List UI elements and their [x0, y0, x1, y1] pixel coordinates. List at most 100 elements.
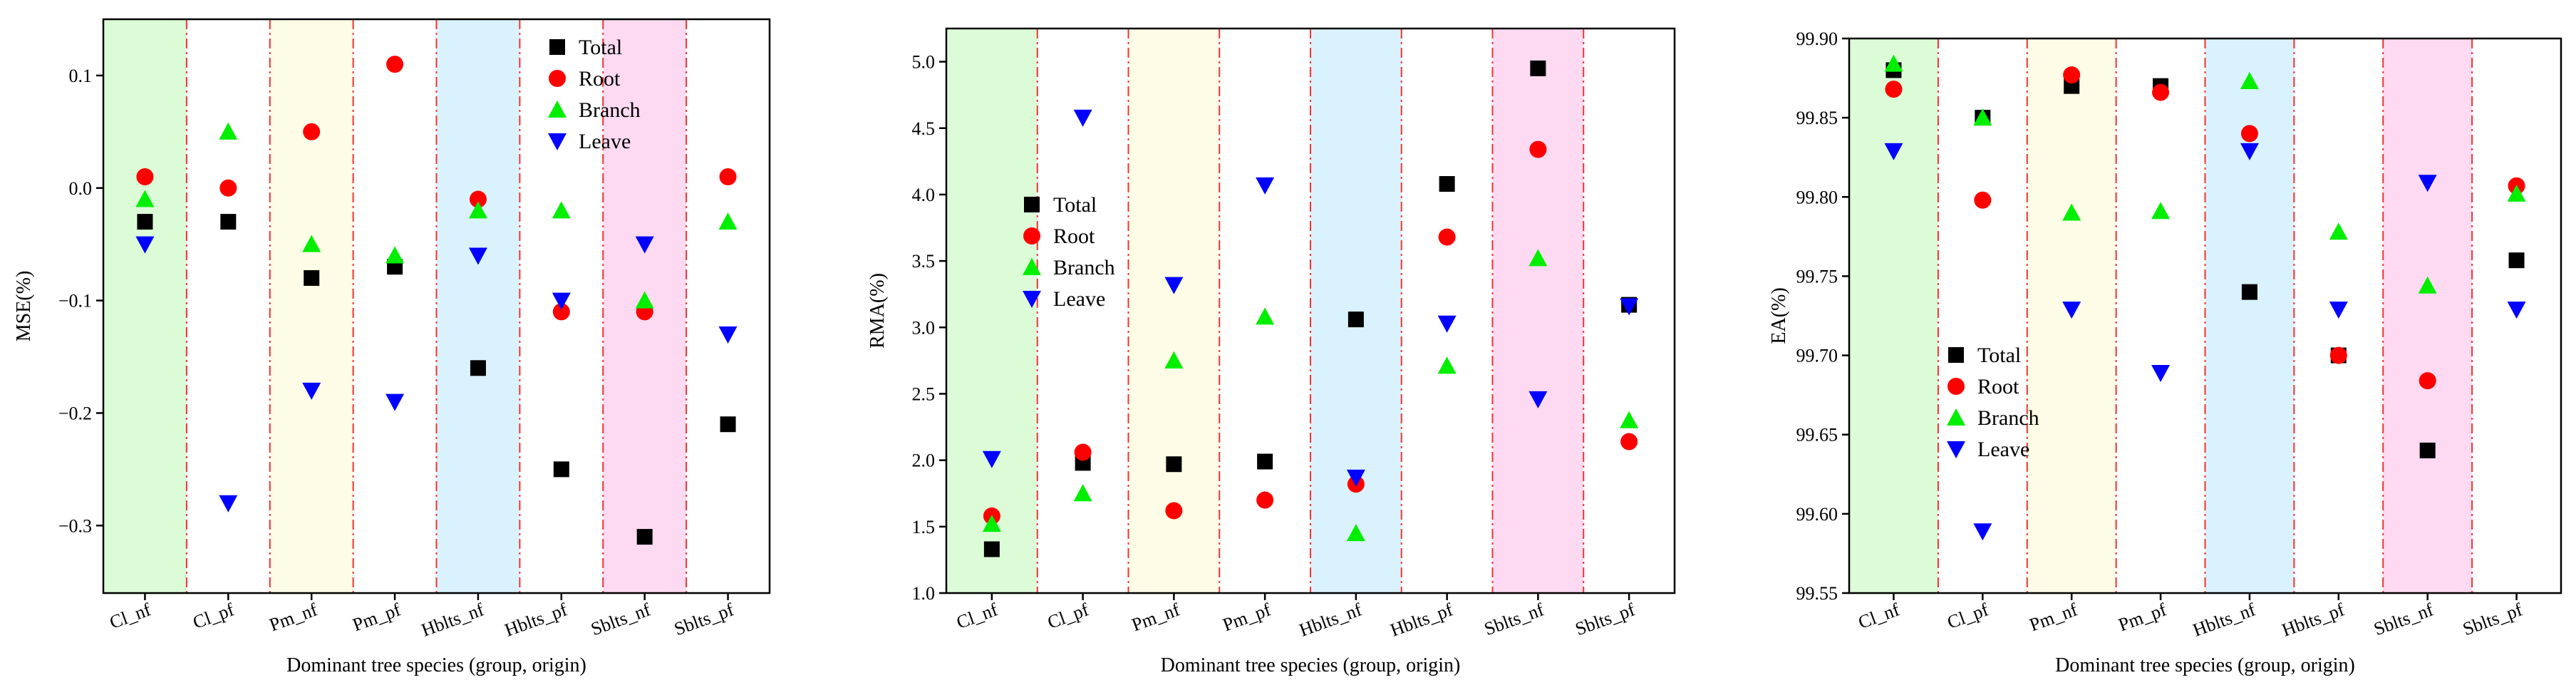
mse-point-root-hblts_pf — [552, 303, 570, 321]
mse-x-tick-label: Pm_nf — [267, 599, 320, 635]
rma-panel: 1.0 1.5 2.0 2.5 3.0 3.5 4.0 4.5 5.0 Cl_nf Cl_pf Pm_… — [867, 27, 1676, 676]
rma-x-tick-label: Cl_nf — [953, 599, 1000, 633]
mse-point-root-cl_pf — [219, 179, 237, 197]
mse-point-branch-pm_pf — [386, 246, 405, 264]
mse-point-branch-hblts_nf — [468, 201, 487, 219]
mse-legend-marker-total — [549, 39, 565, 55]
ea-legend-label-leave: Leave — [1977, 438, 2029, 461]
mse-legend-label-leave: Leave — [579, 130, 631, 153]
mse-point-root-pm_nf — [303, 123, 321, 140]
mse-x-tick-label: Cl_nf — [107, 599, 154, 633]
mse-point-root-pm_pf — [386, 56, 404, 73]
rma-point-total-pm_pf — [1257, 453, 1273, 470]
ea-y-axis-title: EA(%) — [1768, 287, 1790, 344]
rma-category-bands — [946, 29, 1584, 593]
rma-point-root-hblts_pf — [1438, 228, 1456, 246]
mse-point-total-hblts_nf — [470, 360, 486, 376]
ea-legend-label-root: Root — [1977, 375, 2019, 398]
ea-x-tick-label: Cl_pf — [1945, 599, 1992, 633]
mse-point-leave-sblts_nf — [635, 236, 654, 254]
rma-point-branch-pm_nf — [1164, 351, 1184, 369]
ea-point-branch-sblts_pf — [2507, 184, 2526, 202]
ea-y-tick-label: 99.70 — [1796, 346, 1838, 366]
ea-data-points — [1884, 54, 2526, 541]
ea-category-bands — [1849, 38, 2473, 593]
ea-legend-marker-branch — [1947, 408, 1965, 426]
rma-point-root-cl_pf — [1074, 443, 1092, 461]
ea-legend-marker-root — [1947, 378, 1965, 395]
mse-point-leave-hblts_pf — [552, 292, 571, 310]
ea-point-branch-hblts_nf — [2240, 72, 2259, 90]
rma-y-tick-label: 5.0 — [912, 52, 936, 73]
rma-point-branch-hblts_pf — [1437, 356, 1457, 374]
ea-point-branch-cl_nf — [1884, 54, 1903, 72]
mse-x-tick-label: Hblts_pf — [502, 599, 570, 640]
rma-band-hblts_nf — [1310, 29, 1402, 593]
rma-point-total-cl_nf — [983, 541, 1000, 557]
rma-y-tick-label: 3.0 — [912, 317, 936, 338]
rma-plot-frame — [945, 27, 1676, 594]
ea-x-axis-title: Dominant tree species (group, origin) — [2055, 654, 2355, 676]
rma-point-leave-sblts_nf — [1528, 391, 1548, 408]
rma-y-tick-label: 1.5 — [912, 517, 936, 537]
ea-y-tick-label: 99.55 — [1796, 583, 1838, 604]
rma-point-total-hblts_pf — [1439, 176, 1455, 192]
mse-x-tick-label: Cl_pf — [190, 599, 237, 633]
ea-y-tick-label: 99.65 — [1796, 425, 1838, 446]
ea-point-root-cl_nf — [1885, 81, 1903, 98]
ea-point-leave-pm_nf — [2062, 302, 2081, 319]
ea-point-total-sblts_nf — [2419, 442, 2436, 458]
rma-point-leave-hblts_pf — [1437, 315, 1457, 333]
mse-point-branch-pm_nf — [302, 235, 321, 252]
mse-legend-marker-leave — [548, 133, 567, 150]
ea-point-leave-hblts_pf — [2329, 302, 2348, 319]
mse-band-cl_nf — [103, 19, 187, 593]
mse-legend-label-total: Total — [579, 36, 622, 59]
rma-point-branch-pm_pf — [1256, 307, 1275, 325]
ea-point-leave-cl_pf — [1973, 523, 1992, 541]
ea-x-tick-label: Pm_nf — [2027, 599, 2080, 635]
ea-x-tick-label: Pm_pf — [2116, 599, 2169, 635]
mse-category-bands — [103, 19, 687, 593]
rma-band-cl_nf — [946, 29, 1038, 593]
rma-x-tick-label: Hblts_nf — [1296, 599, 1365, 640]
mse-point-leave-cl_pf — [219, 495, 238, 513]
mse-x-tick-label: Pm_pf — [350, 599, 403, 635]
mse-band-hblts_nf — [436, 19, 520, 593]
mse-point-total-cl_nf — [137, 214, 153, 230]
ea-legend-marker-total — [1948, 347, 1964, 363]
ea-point-total-sblts_pf — [2508, 252, 2525, 269]
mse-point-total-hblts_pf — [553, 461, 569, 478]
mse-point-total-sblts_pf — [720, 416, 736, 433]
ea-y-tick-label: 99.85 — [1796, 108, 1838, 128]
mse-y-tick-label: −0.3 — [58, 515, 92, 536]
rma-point-root-sblts_pf — [1620, 433, 1638, 450]
rma-legend-marker-total — [1024, 197, 1040, 212]
mse-point-root-hblts_nf — [469, 190, 487, 208]
rma-point-root-pm_nf — [1165, 502, 1183, 520]
rma-point-leave-hblts_nf — [1346, 469, 1365, 487]
mse-point-leave-cl_nf — [135, 236, 155, 254]
mse-x-tick-label: Sblts_pf — [671, 599, 737, 639]
mse-point-root-sblts_pf — [719, 168, 737, 185]
rma-band-pm_nf — [1128, 29, 1220, 593]
mse-point-branch-cl_pf — [219, 122, 238, 140]
rma-point-leave-pm_pf — [1256, 177, 1275, 195]
ea-point-leave-sblts_pf — [2507, 302, 2526, 319]
mse-band-pm_nf — [269, 19, 353, 593]
mse-point-branch-sblts_nf — [635, 291, 654, 309]
rma-x-tick-label: Sblts_pf — [1573, 599, 1638, 639]
mse-point-total-pm_nf — [304, 270, 320, 287]
rma-point-branch-hblts_nf — [1346, 524, 1365, 542]
rma-y-tick-label: 2.5 — [912, 383, 936, 404]
mse-point-total-sblts_nf — [636, 529, 653, 545]
ea-point-branch-cl_pf — [1973, 108, 1992, 126]
ea-point-root-pm_pf — [2152, 83, 2170, 101]
ea-point-leave-cl_nf — [1884, 143, 1903, 160]
mse-point-branch-hblts_pf — [552, 201, 571, 219]
rma-point-total-sblts_nf — [1530, 60, 1546, 76]
rma-x-tick-label: Sblts_nf — [1481, 599, 1547, 639]
mse-y-tick-label: 0.0 — [69, 178, 93, 199]
mse-point-leave-pm_nf — [302, 382, 321, 400]
rma-y-tick-label: 2.0 — [912, 450, 936, 471]
